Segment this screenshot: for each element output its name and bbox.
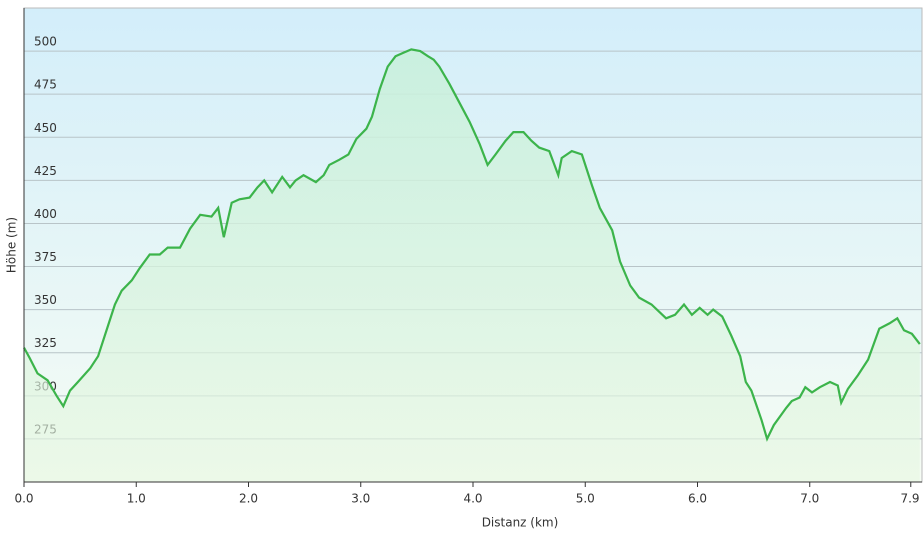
- y-tick-label: 450: [34, 121, 57, 135]
- y-tick-label: 425: [34, 164, 57, 178]
- x-tick-label: 3.0: [351, 492, 370, 506]
- x-tick-label: 4.0: [463, 492, 482, 506]
- x-tick-label: 1.0: [127, 492, 146, 506]
- x-tick-label: 2.0: [239, 492, 258, 506]
- y-tick-label: 375: [34, 250, 57, 264]
- x-tick-label: 5.0: [576, 492, 595, 506]
- y-axis-label: Höhe (m): [5, 217, 19, 273]
- y-tick-label: 400: [34, 207, 57, 221]
- y-tick-label: 350: [34, 293, 57, 307]
- x-tick-label: 7.9: [900, 492, 919, 506]
- profile-line: [23, 48, 921, 442]
- y-tick-label: 325: [34, 336, 57, 350]
- x-tick-label: 6.0: [688, 492, 707, 506]
- x-tick-label: 0.0: [14, 492, 33, 506]
- area-fill: [24, 49, 920, 483]
- x-axis-label: Distanz (km): [482, 516, 559, 530]
- y-tick-label: 475: [34, 78, 57, 92]
- x-tick-label: 7.0: [800, 492, 819, 506]
- y-tick-label: 500: [34, 35, 57, 49]
